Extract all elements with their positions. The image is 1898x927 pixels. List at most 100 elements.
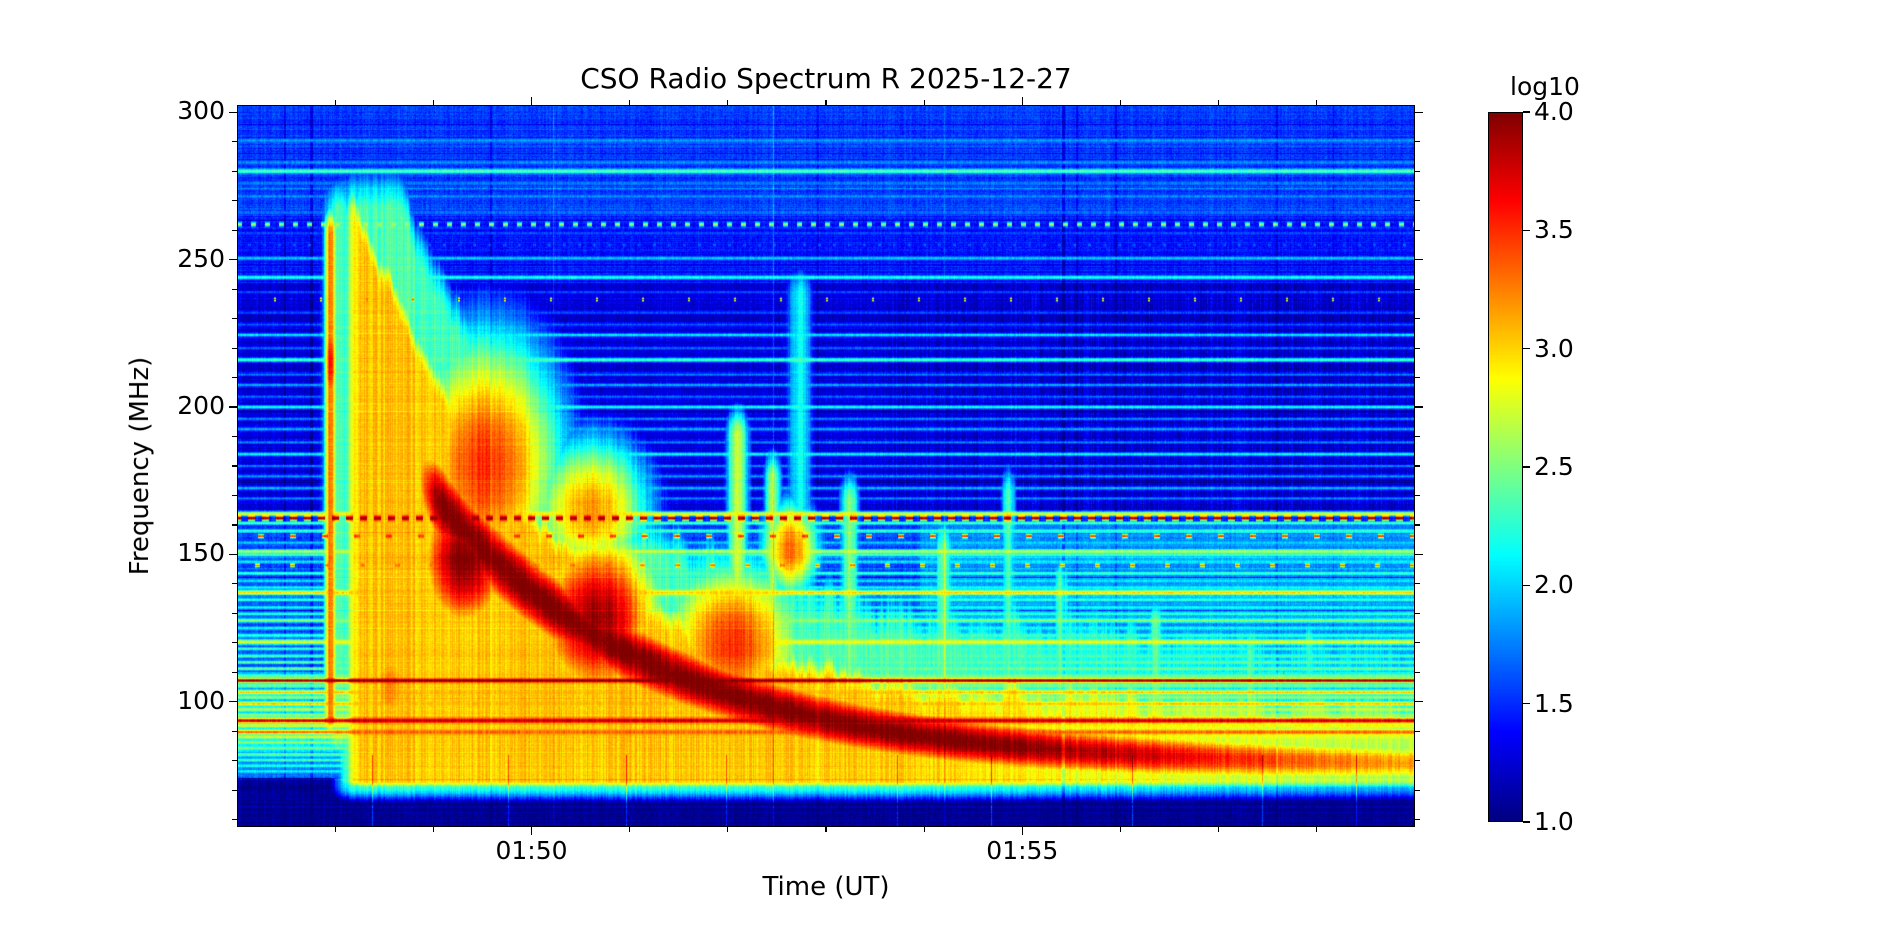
x-minor-tick: [825, 827, 827, 832]
y-minor-tick: [232, 435, 237, 438]
y-minor-tick-right: [1415, 671, 1420, 673]
y-minor-tick-right: [1415, 642, 1420, 644]
y-minor-tick-right: [1415, 465, 1420, 467]
y-minor-tick-right: [1415, 435, 1420, 438]
y-minor-tick: [232, 612, 237, 614]
y-minor-tick-right: [1415, 583, 1420, 585]
y-major-tick: [229, 406, 237, 408]
y-minor-tick: [232, 229, 237, 231]
y-minor-tick-right: [1415, 347, 1420, 349]
x-minor-tick-top: [1316, 100, 1318, 105]
y-minor-tick: [232, 141, 237, 143]
x-major-tick-top: [1021, 97, 1024, 105]
y-major-tick-right: [1415, 406, 1423, 408]
y-minor-tick-right: [1415, 789, 1420, 791]
x-minor-tick: [334, 827, 336, 832]
y-major-tick-right: [1415, 259, 1423, 261]
y-minor-tick: [232, 288, 237, 290]
y-minor-tick-right: [1415, 141, 1420, 143]
x-minor-tick: [727, 827, 729, 832]
colorbar-tick-label: 3.0: [1534, 333, 1574, 363]
x-minor-tick-top: [923, 100, 925, 105]
x-minor-tick-top: [727, 100, 729, 105]
y-minor-tick: [232, 789, 237, 791]
x-minor-tick: [1218, 827, 1220, 832]
y-minor-tick-right: [1415, 318, 1420, 320]
y-major-tick-right: [1415, 701, 1423, 703]
colorbar-tick-label: 1.0: [1534, 807, 1574, 836]
y-minor-tick-right: [1415, 730, 1420, 732]
y-minor-tick: [232, 318, 237, 320]
chart-title: CSO Radio Spectrum R 2025-12-27: [580, 62, 1072, 95]
colorbar-tick-label: 4.0: [1534, 97, 1574, 126]
y-minor-tick: [232, 170, 237, 172]
x-minor-tick: [1119, 827, 1122, 832]
y-minor-tick: [232, 671, 237, 673]
y-axis-label: Frequency (MHz): [125, 356, 155, 576]
y-minor-tick: [232, 347, 237, 349]
x-minor-tick: [923, 827, 925, 832]
y-tick-label: 250: [177, 243, 225, 273]
y-tick-label: 100: [177, 685, 225, 715]
y-minor-tick-right: [1415, 229, 1420, 231]
y-major-tick-right: [1415, 553, 1423, 556]
y-minor-tick: [232, 376, 237, 379]
x-major-tick-top: [530, 97, 533, 105]
x-minor-tick-top: [334, 100, 336, 105]
y-tick-label: 300: [177, 96, 225, 126]
y-major-tick: [229, 553, 237, 556]
y-major-tick: [229, 259, 237, 261]
x-axis-label: Time (UT): [762, 872, 890, 902]
x-minor-tick: [1316, 827, 1318, 832]
y-minor-tick: [232, 760, 237, 762]
colorbar-tick: [1523, 229, 1530, 232]
x-tick-label: 01:50: [495, 836, 568, 865]
y-minor-tick: [232, 524, 237, 526]
y-minor-tick: [232, 642, 237, 644]
y-minor-tick: [232, 819, 237, 821]
y-tick-label: 150: [177, 538, 225, 568]
colorbar-gradient: [1488, 112, 1523, 822]
colorbar-tick: [1523, 821, 1530, 823]
x-minor-tick-top: [825, 100, 827, 105]
y-minor-tick-right: [1415, 170, 1420, 172]
x-major-tick: [530, 827, 533, 835]
y-minor-tick-right: [1415, 288, 1420, 290]
y-minor-tick-right: [1415, 376, 1420, 379]
colorbar-tick-label: 2.5: [1534, 452, 1574, 481]
y-minor-tick-right: [1415, 612, 1420, 614]
colorbar-tick: [1523, 111, 1530, 113]
colorbar-tick: [1523, 702, 1530, 705]
colorbar-label: log10: [1510, 72, 1580, 101]
y-minor-tick: [232, 583, 237, 585]
colorbar-tick: [1523, 466, 1530, 468]
y-minor-tick-right: [1415, 524, 1420, 526]
x-minor-tick-top: [629, 100, 631, 105]
y-minor-tick-right: [1415, 760, 1420, 762]
x-minor-tick-top: [432, 100, 434, 105]
x-minor-tick: [432, 827, 434, 832]
y-minor-tick: [232, 200, 237, 202]
x-tick-label: 01:55: [986, 836, 1059, 865]
y-tick-label: 200: [177, 391, 225, 421]
y-major-tick: [229, 111, 237, 114]
y-minor-tick: [232, 494, 237, 497]
spectrogram-heatmap: [237, 105, 1415, 827]
colorbar-tick-label: 1.5: [1534, 688, 1574, 718]
x-major-tick: [1021, 827, 1024, 835]
y-minor-tick-right: [1415, 494, 1420, 497]
x-minor-tick-top: [1119, 100, 1122, 105]
colorbar-tick: [1523, 347, 1530, 350]
y-major-tick-right: [1415, 111, 1423, 114]
x-minor-tick: [629, 827, 631, 832]
colorbar-tick-label: 2.0: [1534, 570, 1574, 600]
y-minor-tick: [232, 730, 237, 732]
colorbar-tick-label: 3.5: [1534, 215, 1574, 245]
y-minor-tick-right: [1415, 200, 1420, 202]
y-minor-tick: [232, 465, 237, 467]
y-major-tick: [229, 701, 237, 703]
x-minor-tick-top: [1218, 100, 1220, 105]
y-minor-tick-right: [1415, 819, 1420, 821]
colorbar-tick: [1523, 584, 1530, 587]
